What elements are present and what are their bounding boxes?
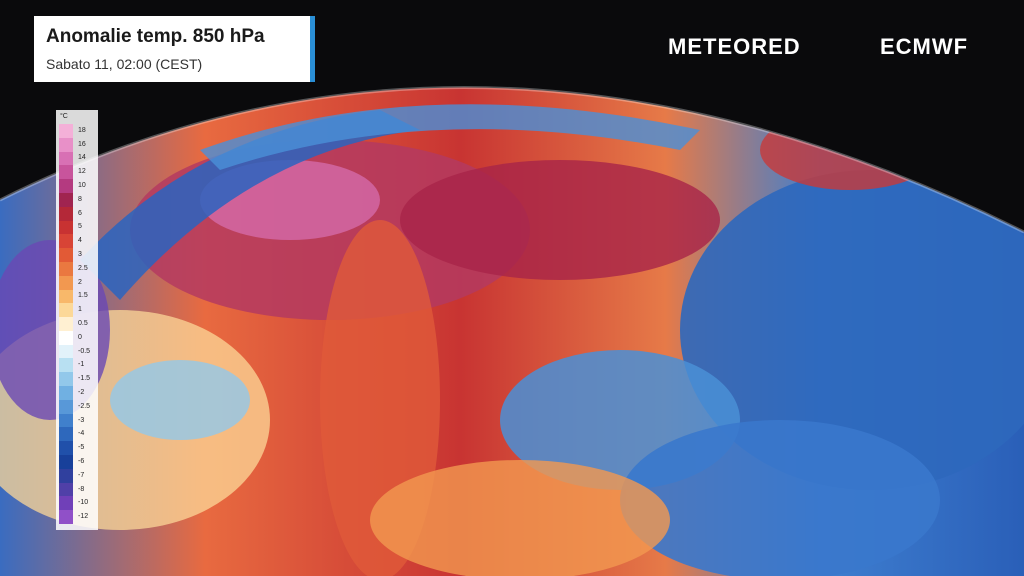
- legend-label: -5: [78, 444, 85, 452]
- legend-swatch: [59, 248, 73, 263]
- legend-label: -7: [78, 471, 85, 479]
- legend-label: 1: [78, 306, 82, 314]
- globe-edge: [0, 86, 1024, 234]
- legend-swatch: [59, 275, 73, 290]
- legend-swatch: [59, 206, 73, 222]
- legend-swatch: [59, 261, 73, 277]
- legend-swatch: [59, 441, 73, 456]
- legend-swatch: [59, 468, 73, 484]
- legend-label: 12: [78, 168, 86, 176]
- legend-unit: °C: [60, 113, 68, 120]
- legend-swatch: [59, 386, 73, 401]
- legend-swatch: [59, 427, 73, 442]
- legend-label: -10: [78, 499, 89, 507]
- legend-label: 2.5: [78, 264, 88, 272]
- legend-swatch: [59, 317, 73, 332]
- legend-label: -1.5: [78, 375, 91, 383]
- legend-swatch: [59, 289, 73, 304]
- legend-label: -12: [78, 513, 89, 521]
- legend-swatch: [59, 344, 73, 359]
- legend-swatch: [59, 496, 73, 511]
- legend-label: 2: [78, 278, 82, 286]
- legend-label: -6: [78, 457, 85, 465]
- legend-swatch: [59, 482, 73, 497]
- legend-swatch: [59, 399, 73, 415]
- legend-label: 3: [78, 251, 82, 259]
- legend-label: -8: [78, 485, 85, 493]
- legend-label: 5: [78, 223, 82, 231]
- legend-label: 8: [78, 195, 82, 203]
- legend-label: 4: [78, 237, 82, 245]
- legend-label: 6: [78, 209, 82, 217]
- legend-swatch: [59, 179, 73, 194]
- legend-label: 18: [78, 126, 86, 134]
- legend-label: 14: [78, 154, 86, 162]
- legend-swatch: [59, 303, 73, 318]
- legend-swatch: [59, 151, 73, 166]
- legend-label: -2.5: [78, 402, 91, 410]
- legend-label: 16: [78, 140, 86, 148]
- legend-swatch: [59, 220, 73, 235]
- legend-swatch: [59, 372, 73, 387]
- legend-label: -4: [78, 430, 85, 438]
- legend-swatch: [59, 330, 73, 346]
- legend-label: 1.5: [78, 292, 88, 300]
- legend: °C 18 16 14 12 10 8 6 5 4 3 2.5 2 1.5 1 0.5 0 -0.5 -1 -1.5…: [56, 110, 98, 530]
- legend-swatch: [59, 358, 73, 373]
- title-box: Anomalie temp. 850 hPa Sabato 11, 02:00 …: [34, 16, 315, 82]
- legend-swatch: [59, 137, 73, 153]
- legend-swatch: [59, 510, 73, 525]
- legend-label: -2: [78, 388, 85, 396]
- legend-label: -1: [78, 361, 85, 369]
- title: Anomalie temp. 850 hPa: [46, 26, 265, 47]
- legend-label: 0.5: [78, 320, 88, 327]
- legend-label: 0: [78, 333, 82, 341]
- logo-ecmwf: ECMWF: [880, 34, 969, 59]
- legend-swatch: [59, 165, 73, 180]
- legend-label: -0.5: [78, 347, 91, 355]
- legend-swatch: [59, 234, 73, 249]
- legend-swatch: [59, 455, 73, 470]
- legend-swatch: [59, 413, 73, 428]
- legend-label: 10: [78, 182, 86, 190]
- legend-swatch: [59, 192, 73, 208]
- logo-meteored: METEORED: [668, 34, 801, 59]
- legend-swatch: [59, 124, 73, 139]
- legend-label: -3: [78, 416, 85, 424]
- subtitle: Sabato 11, 02:00 (CEST): [46, 56, 203, 72]
